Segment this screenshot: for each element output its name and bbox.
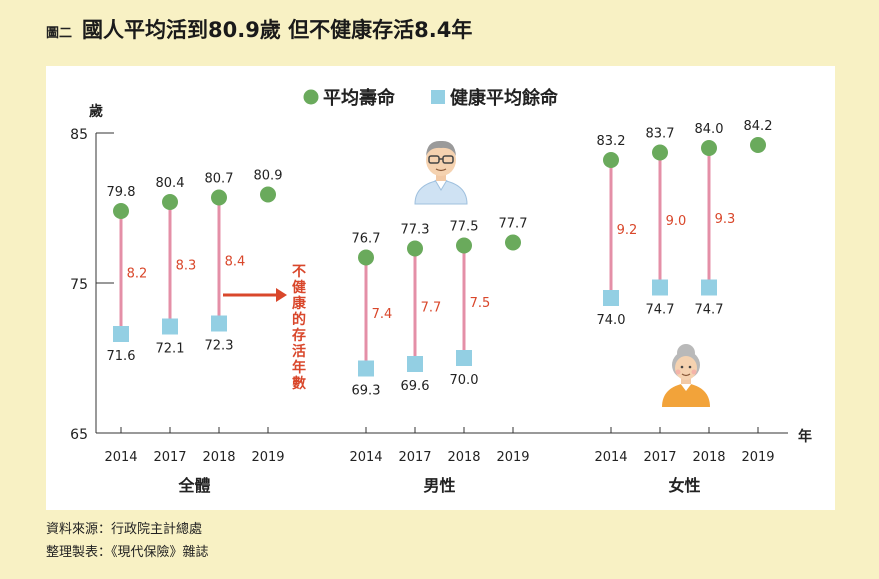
healthy-point bbox=[456, 350, 472, 366]
life-value-label: 76.7 bbox=[352, 232, 381, 247]
group-label: 全體 bbox=[177, 476, 210, 495]
x-tick-label: 2017 bbox=[153, 450, 186, 465]
legend-healthy-label: 健康平均餘命 bbox=[450, 87, 559, 109]
annotation: 不健康的存活年數 bbox=[223, 264, 307, 392]
legend-healthy-marker bbox=[431, 90, 445, 104]
life-value-label: 83.7 bbox=[646, 127, 675, 142]
legend: 平均壽命 健康平均餘命 bbox=[303, 87, 559, 109]
life-point bbox=[750, 137, 766, 153]
x-tick-label: 2014 bbox=[104, 450, 137, 465]
gap-label: 8.4 bbox=[225, 255, 246, 270]
life-point bbox=[162, 194, 178, 210]
annotation-char: 健 bbox=[292, 279, 306, 296]
annotation-char: 康 bbox=[292, 295, 307, 312]
healthy-point bbox=[603, 290, 619, 306]
series-layer: 2014 8.2 71.6 79.8 2017 8.3 72.1 80.4 2018 8.4 72.… bbox=[104, 119, 774, 495]
title-row: 圖二 國人平均活到80.9歲 但不健康存活8.4年 bbox=[46, 14, 472, 54]
life-value-label: 77.3 bbox=[401, 223, 430, 238]
life-point bbox=[211, 189, 227, 206]
gap-label: 7.4 bbox=[372, 307, 393, 322]
x-tick-label: 2017 bbox=[398, 450, 431, 465]
life-value-label: 77.5 bbox=[450, 220, 479, 235]
healthy-value-label: 74.7 bbox=[646, 303, 675, 318]
healthy-point bbox=[407, 356, 423, 372]
life-value-label: 80.7 bbox=[205, 172, 234, 187]
life-point bbox=[652, 144, 668, 161]
healthy-value-label: 74.7 bbox=[695, 303, 724, 318]
life-point bbox=[358, 249, 374, 266]
man-avatar-icon bbox=[414, 140, 468, 205]
gap-label: 9.0 bbox=[666, 214, 687, 229]
annotation-char: 的 bbox=[292, 311, 306, 328]
healthy-value-label: 69.3 bbox=[352, 384, 381, 399]
life-value-label: 80.9 bbox=[254, 169, 283, 184]
life-point bbox=[603, 152, 619, 168]
healthy-point bbox=[113, 326, 129, 342]
y-unit-label: 歲 bbox=[89, 103, 103, 120]
life-point bbox=[456, 237, 472, 254]
figure-number: 圖二 bbox=[46, 26, 73, 41]
healthy-point bbox=[162, 318, 178, 335]
gap-label: 9.2 bbox=[617, 223, 638, 238]
source-line-1: 資料來源：行政院主計總處 bbox=[46, 522, 203, 537]
annotation-text: 不健康的存活年數 bbox=[292, 264, 307, 392]
annotation-char: 活 bbox=[292, 343, 306, 360]
source-line-2: 整理製表：《現代保險》雜誌 bbox=[46, 545, 209, 560]
life-value-label: 77.7 bbox=[499, 217, 528, 232]
healthy-point bbox=[211, 315, 227, 332]
healthy-value-label: 74.0 bbox=[597, 313, 626, 328]
life-point bbox=[701, 140, 717, 156]
gap-label: 8.2 bbox=[127, 267, 148, 282]
healthy-value-label: 71.6 bbox=[107, 349, 136, 364]
chart-title: 國人平均活到80.9歲 但不健康存活8.4年 bbox=[82, 18, 473, 42]
x-tick-label: 2018 bbox=[447, 450, 480, 465]
x-tick-label: 2019 bbox=[741, 450, 774, 465]
group-label: 女性 bbox=[668, 476, 700, 495]
healthy-point bbox=[701, 279, 717, 296]
healthy-point bbox=[652, 279, 668, 296]
annotation-arrow-head bbox=[276, 288, 287, 302]
gap-label: 7.5 bbox=[470, 296, 491, 311]
healthy-value-label: 70.0 bbox=[450, 373, 479, 388]
legend-life-label: 平均壽命 bbox=[323, 87, 396, 109]
annotation-char: 存 bbox=[292, 327, 306, 344]
y-tick-label: 85 bbox=[70, 127, 88, 143]
annotation-char: 年 bbox=[292, 359, 306, 376]
annotation-char: 不 bbox=[292, 264, 306, 280]
woman-avatar-icon bbox=[662, 344, 710, 407]
y-tick-label: 75 bbox=[70, 277, 88, 293]
x-tick-label: 2014 bbox=[594, 450, 627, 465]
x-tick-label: 2019 bbox=[496, 450, 529, 465]
life-point bbox=[505, 234, 521, 251]
group-label: 男性 bbox=[423, 476, 455, 495]
chart-panel: 65 75 85 歲年 平均壽命 健康平均餘命 bbox=[46, 66, 835, 510]
gap-label: 9.3 bbox=[715, 212, 736, 227]
life-point bbox=[407, 240, 423, 257]
life-value-label: 83.2 bbox=[597, 134, 626, 149]
life-value-label: 80.4 bbox=[156, 176, 185, 191]
healthy-value-label: 72.3 bbox=[205, 339, 234, 354]
healthy-point bbox=[358, 360, 374, 377]
healthy-value-label: 69.6 bbox=[401, 379, 430, 394]
life-point bbox=[260, 186, 276, 203]
life-value-label: 84.0 bbox=[695, 122, 724, 137]
x-tick-label: 2017 bbox=[643, 450, 676, 465]
life-value-label: 79.8 bbox=[107, 185, 136, 200]
x-tick-label: 2018 bbox=[692, 450, 725, 465]
x-tick-label: 2018 bbox=[202, 450, 235, 465]
y-tick-label: 65 bbox=[70, 427, 88, 443]
gap-label: 7.7 bbox=[421, 300, 442, 315]
x-tick-label: 2019 bbox=[251, 450, 284, 465]
life-point bbox=[113, 203, 129, 219]
x-tick-label: 2014 bbox=[349, 450, 382, 465]
gap-label: 8.3 bbox=[176, 258, 197, 273]
life-value-label: 84.2 bbox=[744, 119, 773, 134]
legend-life-marker bbox=[303, 89, 319, 105]
healthy-value-label: 72.1 bbox=[156, 342, 185, 357]
annotation-char: 數 bbox=[292, 375, 306, 392]
x-unit-label: 年 bbox=[798, 428, 812, 445]
